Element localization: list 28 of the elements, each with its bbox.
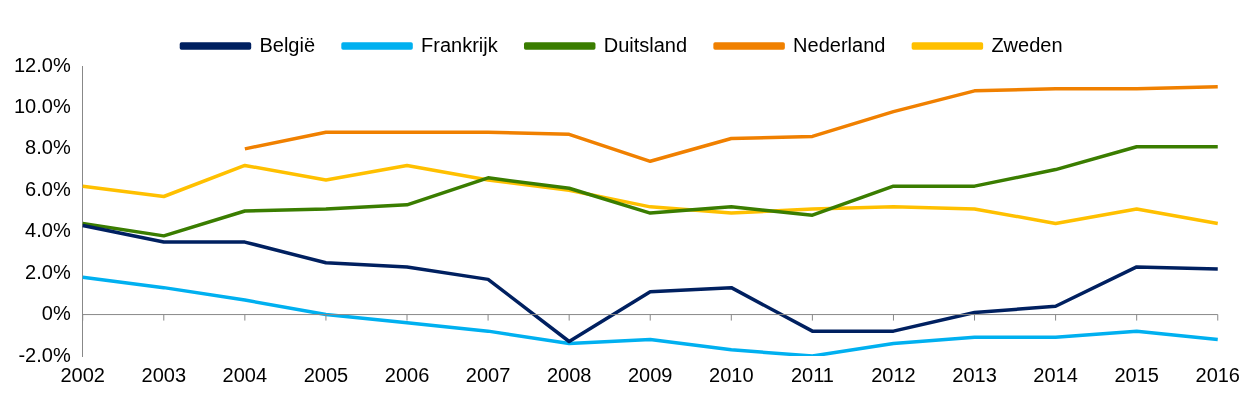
x-tick-label: 2009 bbox=[627, 363, 673, 386]
x-tick-label: 2007 bbox=[465, 363, 511, 386]
x-tick-label: 2003 bbox=[141, 363, 187, 386]
x-tick-label: 2004 bbox=[222, 363, 268, 386]
x-tick-label: 2014 bbox=[1033, 363, 1078, 386]
legend-label: Duitsland bbox=[603, 33, 688, 56]
x-tick-label: 2011 bbox=[790, 363, 834, 386]
x-tick-label: 2015 bbox=[1114, 363, 1159, 386]
legend-label: Frankrijk bbox=[421, 33, 499, 56]
x-tick-label: 2005 bbox=[303, 363, 349, 386]
legend-label: Nederland bbox=[793, 33, 886, 56]
y-tick-label: 6.0% bbox=[25, 177, 71, 200]
x-tick-label: 2008 bbox=[546, 363, 592, 386]
y-tick-label: 0% bbox=[41, 302, 71, 325]
y-tick-label: 12.0% bbox=[13, 53, 71, 76]
y-tick-label: -2.0% bbox=[18, 343, 71, 366]
x-tick-label: 2016 bbox=[1195, 363, 1240, 386]
y-tick-label: 10.0% bbox=[13, 94, 71, 117]
legend-label: Zweden bbox=[991, 33, 1063, 56]
y-tick-label: 2.0% bbox=[25, 260, 71, 283]
x-tick-label: 2002 bbox=[60, 363, 105, 386]
y-tick-label: 8.0% bbox=[25, 136, 71, 159]
x-tick-label: 2012 bbox=[871, 363, 916, 386]
legend-label: België bbox=[259, 33, 316, 56]
y-tick-label: 4.0% bbox=[25, 219, 71, 242]
x-tick-label: 2006 bbox=[384, 363, 430, 386]
x-tick-label: 2013 bbox=[952, 363, 997, 386]
x-tick-label: 2010 bbox=[709, 363, 754, 386]
